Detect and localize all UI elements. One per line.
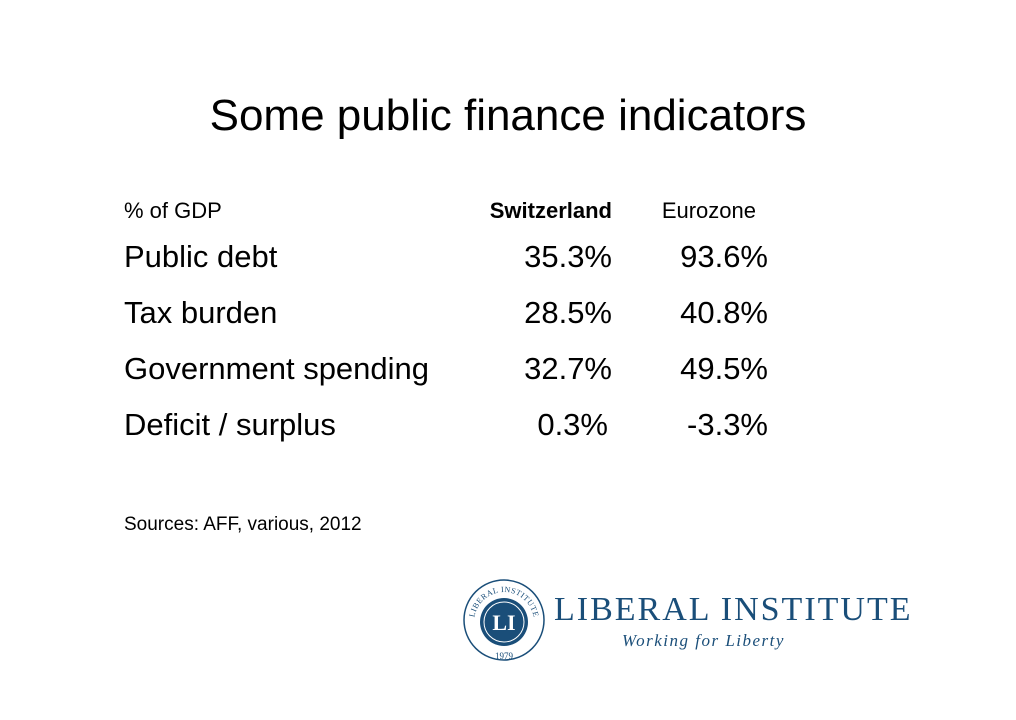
row-eurozone-value: 40.8%	[680, 295, 768, 330]
seal-icon: LIBERAL INSTITUTE LI 1979	[463, 579, 545, 661]
svg-text:LI: LI	[492, 610, 515, 635]
sources-note: Sources: AFF, various, 2012	[124, 514, 362, 535]
table-header-row: % of GDP Switzerland Eurozone	[124, 193, 784, 229]
row-switzerland-value: 0.3%	[537, 407, 608, 442]
brand-tagline: Working for Liberty	[622, 631, 785, 650]
row-label: Public debt	[124, 239, 278, 274]
row-switzerland-value: 35.3%	[524, 239, 612, 274]
row-eurozone-value: 49.5%	[680, 351, 768, 386]
table-row: Tax burden 28.5% 40.8%	[124, 285, 784, 341]
table-row: Deficit / surplus 0.3% -3.3%	[124, 397, 784, 453]
slide-title: Some public finance indicators	[209, 91, 807, 140]
row-eurozone-value: -3.3%	[687, 407, 768, 442]
liberal-institute-logo: LIBERAL INSTITUTE LI 1979 LIBERAL INSTIT…	[462, 578, 912, 662]
row-label: Tax burden	[124, 295, 278, 330]
brand-name: LIBERAL INSTITUTE	[554, 591, 913, 628]
header-eurozone: Eurozone	[661, 198, 756, 223]
row-eurozone-value: 93.6%	[680, 239, 768, 274]
row-label: Government spending	[124, 351, 430, 386]
table-row: Public debt 35.3% 93.6%	[124, 229, 784, 285]
indicators-table: % of GDP Switzerland Eurozone Public deb…	[124, 193, 784, 453]
header-unit-label: % of GDP	[124, 198, 222, 223]
svg-text:1979: 1979	[495, 651, 514, 661]
row-switzerland-value: 28.5%	[524, 295, 612, 330]
row-switzerland-value: 32.7%	[524, 351, 612, 386]
row-label: Deficit / surplus	[124, 407, 336, 442]
table-row: Government spending 32.7% 49.5%	[124, 341, 784, 397]
header-switzerland: Switzerland	[489, 198, 612, 223]
